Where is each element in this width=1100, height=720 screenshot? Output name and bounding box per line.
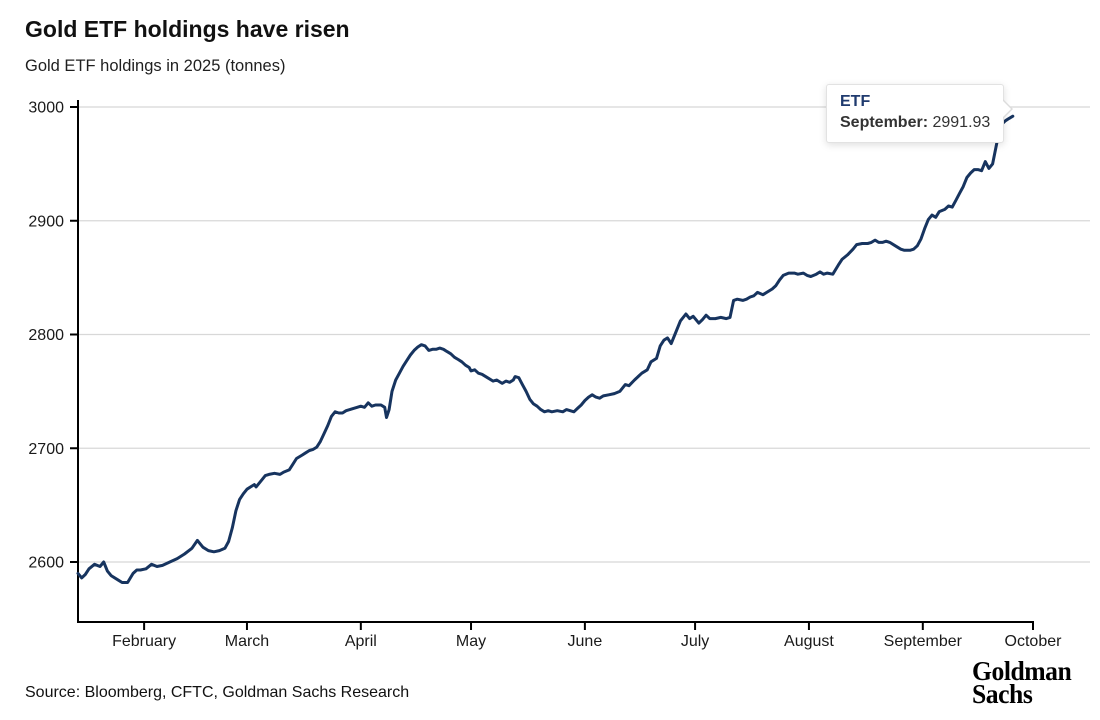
x-tick-label-september: September: [884, 633, 963, 650]
source-note: Source: Bloomberg, CFTC, Goldman Sachs R…: [25, 684, 410, 701]
x-tick-label-august: August: [784, 633, 834, 650]
chart-subtitle: Gold ETF holdings in 2025 (tonnes): [25, 57, 286, 75]
tooltip-notch: [1002, 100, 1011, 118]
page-title: Gold ETF holdings have risen: [25, 16, 350, 42]
x-tick-label-july: July: [681, 633, 709, 650]
axes: [70, 100, 1034, 630]
goldman-sachs-logo: Goldman Sachs: [972, 656, 1072, 710]
etf-series[interactable]: [76, 114, 1015, 584]
logo-line-2: Sachs: [972, 679, 1033, 710]
series-line-etf[interactable]: [76, 114, 1015, 584]
x-tick-label-june: June: [568, 633, 603, 650]
tooltip-value: 2991.93: [932, 114, 991, 131]
y-tick-label-2600: 2600: [28, 555, 64, 572]
y-tick-label-3000: 3000: [28, 100, 64, 117]
y-tick-label-2800: 2800: [28, 327, 64, 344]
tooltip-month-label: September:: [840, 114, 929, 131]
x-tick-label-april: April: [345, 633, 377, 650]
logo-line-1: Goldman: [972, 656, 1072, 686]
y-axis-labels: 2600 2700 2800 2900 3000: [28, 100, 64, 572]
x-tick-label-february: February: [112, 633, 176, 650]
x-axis-labels: February March April May June July August Septe…: [112, 633, 1062, 650]
gridlines: [78, 106, 1090, 563]
x-tick-label-may: May: [456, 633, 486, 650]
y-tick-label-2900: 2900: [28, 213, 64, 230]
tooltip-value-row: September: 2991.93: [840, 114, 990, 132]
x-tick-label-october: October: [1005, 633, 1063, 650]
y-tick-label-2700: 2700: [28, 441, 64, 458]
chart-tooltip: ETF September: 2991.93: [826, 84, 1013, 143]
x-tick-label-march: March: [225, 633, 269, 650]
tooltip-series-label: ETF: [840, 93, 871, 110]
